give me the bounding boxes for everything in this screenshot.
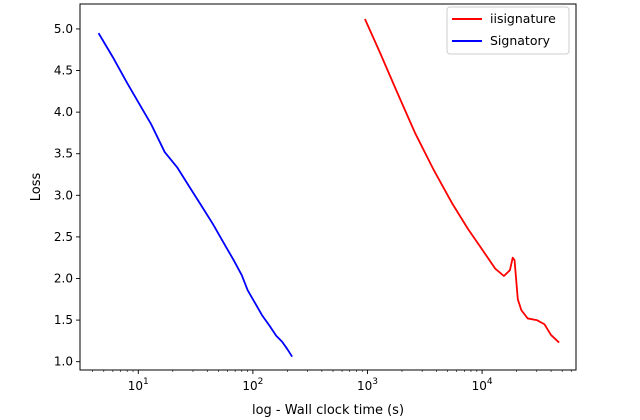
x-axis-ticks: 101 102 103 104: [92, 370, 572, 393]
plot-frame: [79, 3, 577, 371]
y-tick-label: 1.5: [54, 313, 73, 327]
y-tick-label: 5.0: [54, 22, 73, 36]
x-tick-label: 101: [128, 377, 149, 393]
series-layer: [97, 18, 560, 358]
x-axis-title: log - Wall clock time (s): [252, 403, 404, 418]
x-tick-label: 104: [472, 377, 493, 393]
legend-label-signatory: Signatory: [490, 33, 551, 48]
series-line-signatory: [97, 32, 293, 358]
plot-area: [80, 4, 576, 370]
y-tick-label: 3.5: [54, 147, 73, 161]
y-tick-label: 1.0: [54, 355, 73, 369]
y-tick-label: 2.0: [54, 272, 73, 286]
x-tick-label: 103: [357, 377, 378, 393]
y-tick-label: 4.0: [54, 105, 73, 119]
y-axis-ticks: 1.0 1.5 2.0 2.5 3.0 3.5 4.0 4.5 5.0: [54, 22, 80, 369]
legend: iisignature Signatory: [446, 6, 570, 55]
y-tick-label: 3.0: [54, 188, 73, 202]
y-tick-label: 2.5: [54, 230, 73, 244]
y-axis-title: Loss: [29, 173, 44, 202]
legend-label-iisignature: iisignature: [490, 11, 556, 26]
y-tick-label: 4.5: [54, 64, 73, 78]
x-tick-label: 102: [242, 377, 263, 393]
series-line-iisignature: [364, 18, 560, 344]
